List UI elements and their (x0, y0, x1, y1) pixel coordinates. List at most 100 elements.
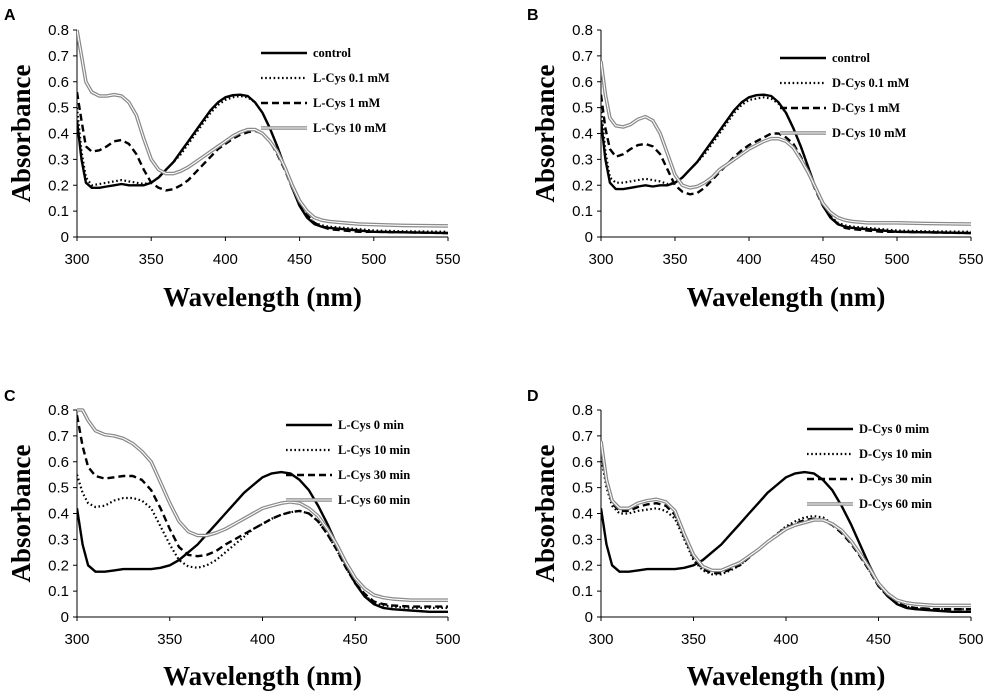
y-tick-label: 0.8 (48, 22, 69, 39)
legend-label: L-Cys 0.1 mM (313, 71, 390, 85)
series-line-1 (601, 93, 971, 235)
legend-label: D-Cys 30 min (859, 472, 932, 486)
legend-label: D-Cys 60 min (859, 497, 932, 511)
series-line-1 (601, 470, 971, 613)
y-tick-label: 0.7 (572, 428, 593, 445)
x-tick-label: 300 (64, 631, 89, 648)
legend-label: control (313, 46, 351, 60)
x-axis-title: Wavelength (nm) (163, 282, 362, 312)
y-tick-label: 0.6 (572, 74, 593, 91)
panel-letter: A (4, 7, 16, 24)
panel-b: B 0 0.1 0.2 0.3 0.4 0.5 0.6 0.7 0.8 300 350 400 450 50… (527, 7, 984, 312)
y-tick-label: 0.5 (48, 480, 69, 497)
x-axis-title: Wavelength (nm) (163, 661, 362, 691)
y-tick-label: 0.3 (572, 531, 593, 548)
series-lines (601, 60, 971, 235)
legend-label: D-Cys 1 mM (832, 101, 900, 115)
panel-letter: C (4, 388, 16, 405)
legend-label: L-Cys 0 min (338, 418, 404, 432)
y-tick-label: 0.8 (572, 22, 593, 39)
y-tick-label: 0.1 (48, 583, 69, 600)
y-tick-label: 0.4 (572, 126, 593, 143)
legend: L-Cys 0 min L-Cys 10 min L-Cys 30 min L-Cys… (286, 418, 410, 507)
y-tick-label: 0.8 (572, 402, 593, 419)
y-axis-title: Absorbance (530, 64, 560, 202)
x-tick-label: 450 (866, 631, 891, 648)
y-tick-label: 0 (585, 229, 593, 246)
panel-letter: B (527, 7, 539, 24)
series-line-4-inner (77, 409, 448, 601)
series-line-4-inner (601, 61, 971, 225)
legend-label: L-Cys 10 min (338, 443, 410, 457)
y-tick-label: 0.2 (572, 177, 593, 194)
y-tick-label: 0 (61, 229, 69, 246)
x-tick-label: 500 (361, 251, 386, 268)
panel-a: A 0 0.1 0.2 0.3 0.4 0.5 0.6 0.7 0.8 300 350 400 450 50… (4, 7, 461, 312)
x-tick-label: 350 (157, 631, 182, 648)
y-tick-label: 0.5 (572, 480, 593, 497)
y-tick-label: 0.1 (48, 203, 69, 220)
series-lines (601, 440, 971, 613)
y-tick-label: 0 (61, 609, 69, 626)
x-tick-label: 300 (64, 251, 89, 268)
series-line-2 (601, 456, 971, 611)
y-tick-label: 0.6 (48, 454, 69, 471)
y-tick-label: 0 (585, 609, 593, 626)
legend-label: L-Cys 10 mM (313, 121, 387, 135)
x-tick-label: 400 (736, 251, 761, 268)
x-tick-label: 400 (773, 631, 798, 648)
x-tick-label: 350 (139, 251, 164, 268)
legend-label: control (832, 51, 870, 65)
x-tick-label: 450 (287, 251, 312, 268)
x-tick-label: 350 (662, 251, 687, 268)
x-tick-label: 450 (810, 251, 835, 268)
legend: control L-Cys 0.1 mM L-Cys 1 mM L-Cys 10 mM (261, 46, 390, 135)
series-line-2 (601, 96, 971, 233)
legend-label: L-Cys 30 min (338, 468, 410, 482)
y-axis-title: Absorbance (6, 444, 36, 582)
legend-label: D-Cys 0.1 mM (832, 76, 910, 90)
y-tick-label: 0.7 (48, 48, 69, 65)
y-tick-label: 0.7 (48, 428, 69, 445)
legend: D-Cys 0 mim D-Cys 10 min D-Cys 30 min D-Cys… (807, 422, 932, 511)
series-line-2 (77, 94, 448, 233)
x-tick-label: 550 (435, 251, 460, 268)
y-tick-label: 0.3 (572, 151, 593, 168)
series-line-4-outer (601, 60, 971, 226)
x-tick-label: 550 (958, 251, 983, 268)
legend-label: D-Cys 10 mM (832, 126, 906, 140)
legend-label: L-Cys 1 mM (313, 96, 381, 110)
legend-label: D-Cys 10 min (859, 447, 932, 461)
series-line-1 (77, 93, 448, 235)
legend-label: L-Cys 60 min (338, 493, 410, 507)
y-tick-label: 0.2 (572, 557, 593, 574)
y-tick-label: 0.6 (572, 454, 593, 471)
y-tick-label: 0.5 (48, 100, 69, 117)
legend: control D-Cys 0.1 mM D-Cys 1 mM D-Cys 10 mM (780, 51, 910, 140)
x-axis-title: Wavelength (nm) (687, 282, 886, 312)
x-axis-title: Wavelength (nm) (687, 661, 886, 691)
panel-letter: D (527, 388, 539, 405)
series-line-4-outer (601, 440, 971, 608)
y-tick-label: 0.1 (572, 583, 593, 600)
y-tick-label: 0.2 (48, 177, 69, 194)
x-tick-label: 450 (343, 631, 368, 648)
y-axis-title: Absorbance (6, 64, 36, 202)
series-line-4-inner (77, 29, 448, 227)
x-tick-label: 300 (588, 631, 613, 648)
series-line-2 (77, 474, 448, 609)
series-lines (77, 29, 448, 235)
series-line-1 (77, 470, 448, 613)
y-tick-label: 0.7 (572, 48, 593, 65)
series-line-3 (77, 91, 448, 235)
x-tick-label: 400 (250, 631, 275, 648)
y-tick-label: 0.2 (48, 557, 69, 574)
y-tick-label: 0.4 (48, 126, 69, 143)
series-line-4-inner (601, 441, 971, 606)
x-tick-label: 500 (958, 631, 983, 648)
y-tick-label: 0.1 (572, 203, 593, 220)
x-tick-label: 400 (213, 251, 238, 268)
y-tick-label: 0.5 (572, 100, 593, 117)
series-line-3 (601, 94, 971, 235)
